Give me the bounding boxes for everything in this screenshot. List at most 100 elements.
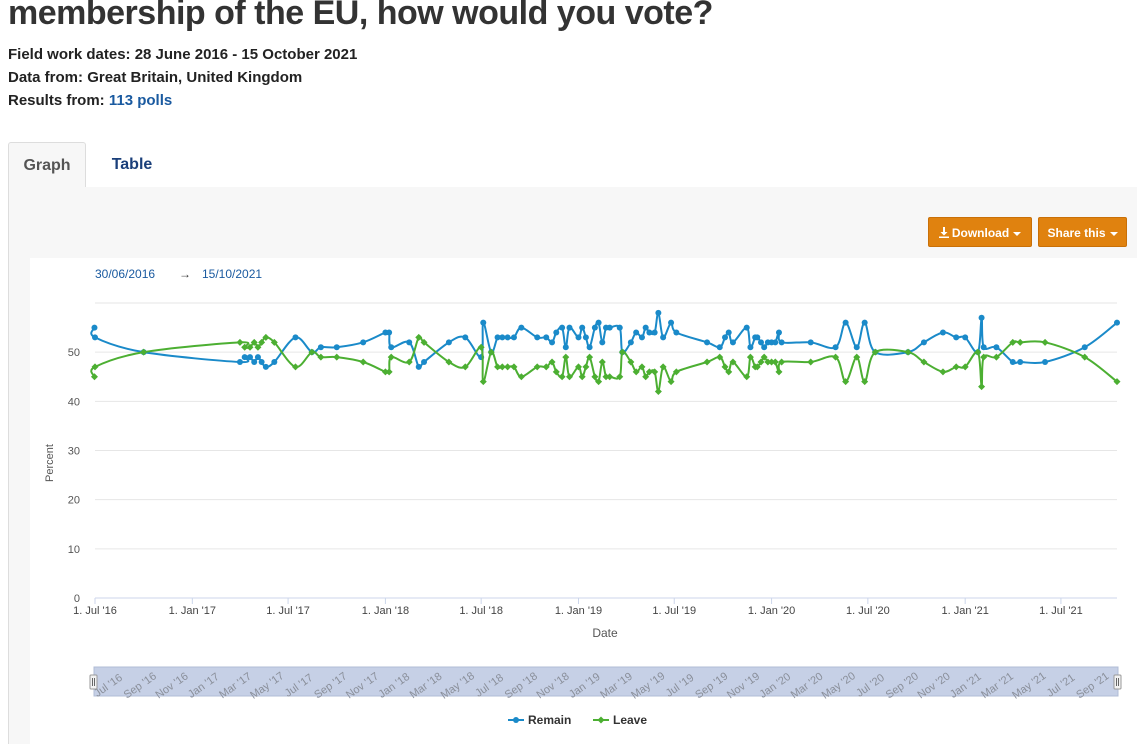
remain-point bbox=[853, 344, 860, 351]
remain-point bbox=[606, 324, 613, 331]
remain-point bbox=[772, 339, 779, 346]
data-from-label: Data from: bbox=[8, 69, 84, 86]
share-label: Share this bbox=[1047, 226, 1106, 240]
polls-link[interactable]: 113 polls bbox=[108, 92, 173, 109]
remain-point bbox=[651, 329, 658, 336]
remain-point bbox=[494, 334, 501, 341]
remain-point bbox=[254, 354, 261, 361]
navigator-handle-left[interactable] bbox=[89, 674, 98, 690]
leave-point bbox=[241, 343, 249, 351]
remain-point bbox=[1009, 359, 1016, 365]
remain-point bbox=[861, 319, 868, 326]
remain-point bbox=[953, 334, 960, 341]
data-source: Data from: Great Britain, United Kingdom bbox=[8, 69, 302, 86]
leave-point bbox=[494, 363, 502, 371]
remain-point bbox=[743, 324, 750, 331]
leave-point bbox=[333, 353, 341, 361]
leave-point bbox=[992, 353, 1000, 361]
y-tick-label: 50 bbox=[68, 347, 80, 359]
remain-point bbox=[716, 344, 723, 351]
leave-point bbox=[842, 378, 850, 386]
y-tick-label: 0 bbox=[74, 593, 80, 605]
remain-point bbox=[725, 329, 732, 336]
x-tick-label: 1. Jul '18 bbox=[459, 605, 503, 617]
series-lines bbox=[90, 309, 1121, 395]
remain-point bbox=[754, 334, 761, 341]
remain-point bbox=[91, 324, 98, 331]
leave-point bbox=[1113, 378, 1121, 386]
remain-point bbox=[92, 334, 98, 341]
leave-point bbox=[578, 373, 586, 381]
x-tick-label: 1. Jan '19 bbox=[555, 605, 602, 617]
leave-point bbox=[871, 348, 879, 356]
remain-point bbox=[1017, 359, 1024, 365]
leave-point bbox=[254, 343, 262, 351]
range-arrow: → bbox=[179, 267, 191, 281]
tab-table[interactable]: Table bbox=[111, 156, 153, 173]
leave-point bbox=[703, 358, 711, 366]
legend-item-remain[interactable]: Remain bbox=[508, 713, 571, 727]
y-tick-label: 20 bbox=[68, 495, 80, 507]
remain-point bbox=[421, 359, 428, 365]
handle-body bbox=[89, 674, 98, 690]
leave-point bbox=[270, 338, 278, 346]
chart-container: 0 10 20 30 40 50 1. Jul '16 1. Jan '17 1. Jul '… bbox=[30, 258, 1137, 744]
leave-point bbox=[952, 363, 960, 371]
x-axis-label: Date bbox=[592, 626, 618, 640]
leave-point bbox=[807, 358, 815, 366]
remain-point bbox=[559, 324, 566, 331]
leave-point bbox=[746, 353, 754, 361]
leave-point bbox=[920, 358, 928, 366]
remain-point bbox=[642, 324, 649, 331]
range-start[interactable]: 30/06/2016 bbox=[95, 267, 155, 281]
legend: Remain Leave bbox=[508, 713, 647, 727]
remain-point bbox=[360, 339, 367, 346]
leave-point bbox=[387, 353, 395, 361]
leave-point bbox=[778, 358, 786, 366]
remain-point bbox=[757, 339, 764, 346]
remain-point bbox=[673, 329, 680, 336]
leave-point bbox=[533, 363, 541, 371]
results-label: Results from: bbox=[8, 92, 105, 109]
leave-point bbox=[477, 343, 485, 351]
remain-point bbox=[246, 354, 253, 361]
remain-point bbox=[406, 339, 413, 346]
leave-point bbox=[517, 373, 525, 381]
share-button[interactable]: Share this bbox=[1038, 217, 1127, 247]
range-end[interactable]: 15/10/2021 bbox=[202, 267, 262, 281]
leave-point bbox=[317, 353, 325, 361]
x-tick-label: 1. Jul '21 bbox=[1039, 605, 1083, 617]
leave-point bbox=[618, 348, 626, 356]
leave-point bbox=[479, 378, 487, 386]
download-button[interactable]: Download bbox=[928, 217, 1032, 247]
fieldwork-value: 28 June 2016 - 15 October 2021 bbox=[134, 46, 358, 63]
x-tick-label: 1. Jan '18 bbox=[362, 605, 409, 617]
leave-point bbox=[461, 363, 469, 371]
leave-point bbox=[904, 348, 912, 356]
legend-label: Remain bbox=[528, 713, 571, 727]
remain-point bbox=[655, 309, 662, 316]
x-tick-label: 1. Jul '19 bbox=[652, 605, 696, 617]
page-title: membership of the EU, how would you vote… bbox=[8, 0, 713, 32]
legend-item-leave[interactable]: Leave bbox=[593, 713, 647, 727]
leave-point bbox=[721, 363, 729, 371]
leave-point bbox=[405, 358, 413, 366]
leave-point bbox=[415, 333, 423, 341]
leave-point bbox=[359, 358, 367, 366]
leave-point bbox=[236, 338, 244, 346]
x-tick-label: 1. Jul '20 bbox=[846, 605, 890, 617]
x-tick-label: 1. Jan '21 bbox=[942, 605, 989, 617]
remain-point bbox=[638, 334, 645, 341]
remain-point bbox=[1114, 319, 1120, 326]
navigator-handle-right[interactable] bbox=[1113, 674, 1122, 690]
leave-point bbox=[716, 353, 724, 361]
leave-point bbox=[595, 378, 603, 386]
remain-point bbox=[534, 334, 541, 341]
remain-point bbox=[595, 319, 602, 326]
tab-graph[interactable]: Graph bbox=[8, 142, 86, 188]
remain-point bbox=[562, 344, 569, 351]
remain-point bbox=[258, 359, 265, 365]
remain-point bbox=[1042, 359, 1049, 365]
